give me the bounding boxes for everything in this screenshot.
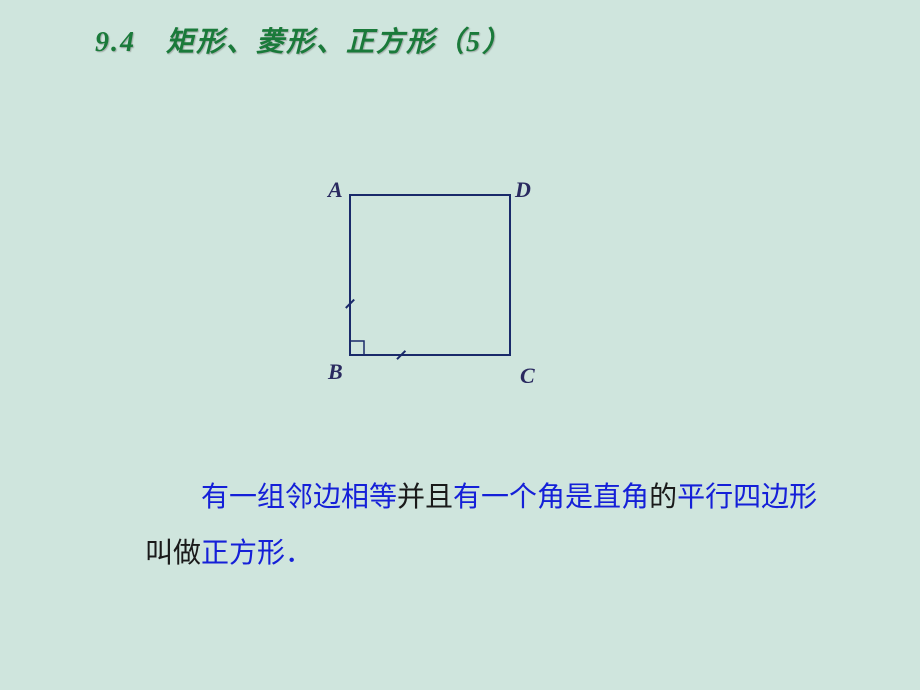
vertex-label-a: A [328,177,343,203]
def-indent [145,482,201,513]
square-svg [330,175,550,395]
vertex-label-b: B [328,359,343,385]
definition-text: 有一组邻边相等并且有一个角是直角的平行四边形叫做正方形． [145,470,825,582]
vertex-label-c: C [520,363,535,389]
def-seg-7: 正方形． [201,538,313,569]
def-seg-2: 并且 [397,482,453,513]
def-seg-4: 的 [649,482,677,513]
def-seg-3: 有一个角是直角 [453,482,649,513]
vertex-label-d: D [515,177,531,203]
def-seg-6: 叫做 [145,538,201,569]
def-seg-1: 有一组邻边相等 [201,482,397,513]
def-seg-5: 平行四边形 [677,482,817,513]
square-diagram: A D B C [330,175,550,400]
page-title: 9.4 矩形、菱形、正方形（5） [95,20,512,60]
